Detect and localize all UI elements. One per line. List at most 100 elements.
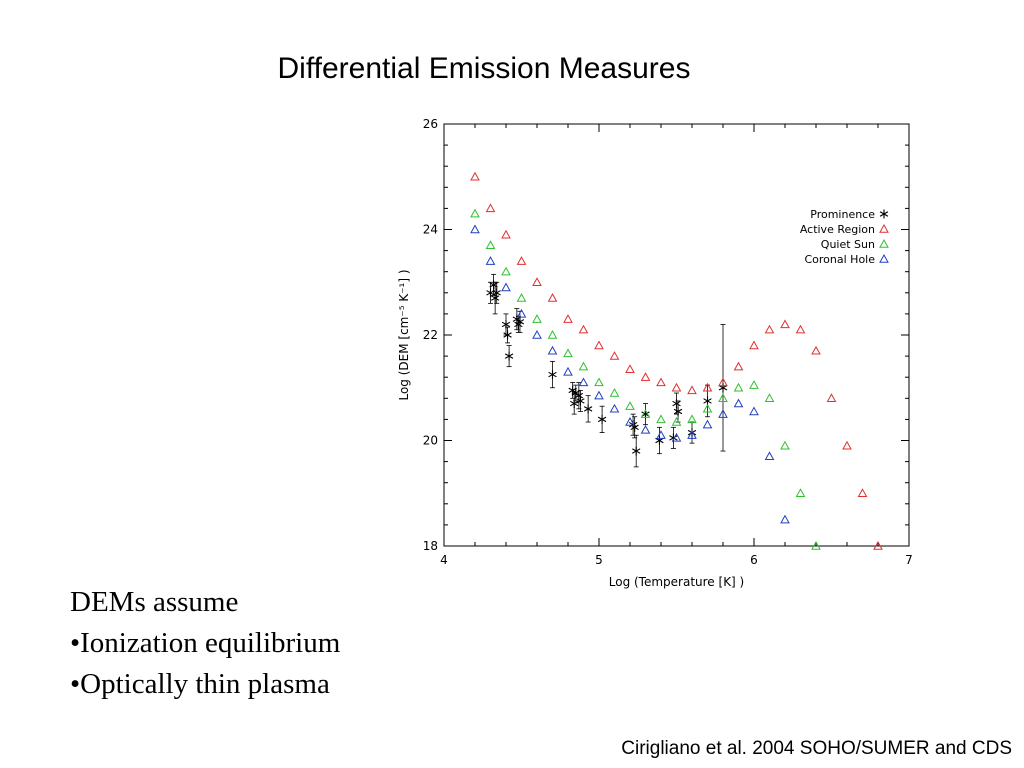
- series-quiet-sun: [470, 208, 821, 550]
- prominence-point: [687, 428, 697, 438]
- legend-marker: [879, 223, 889, 233]
- plot-frame: [443, 123, 910, 547]
- asterisk-stroke: [628, 421, 638, 428]
- series-active-region: [470, 171, 883, 550]
- data-point: [594, 377, 604, 387]
- data-point: [516, 293, 527, 302]
- x-axis-label: Log (Temperature [K] ): [609, 575, 745, 589]
- data-point: [795, 324, 806, 334]
- asterisk-stroke: [879, 211, 889, 217]
- prominence-point: [597, 414, 607, 424]
- x-tick-label: 5: [595, 553, 603, 567]
- data-point: [749, 406, 759, 416]
- prominence-point: [490, 293, 500, 303]
- data-point: [625, 364, 635, 373]
- data-point: [671, 432, 682, 442]
- prominence-point: [672, 399, 681, 409]
- x-tick-label: 7: [905, 553, 913, 567]
- data-point: [485, 240, 496, 250]
- asterisk-stroke: [515, 319, 525, 325]
- legend-marker: [879, 209, 889, 219]
- data-point: [780, 319, 790, 329]
- prominence-point: [576, 396, 585, 406]
- legend-label: Active Region: [800, 223, 875, 236]
- prominence-point: [718, 383, 728, 393]
- asterisk-stroke: [548, 371, 557, 378]
- data-point: [656, 430, 666, 439]
- data-point: [625, 417, 635, 426]
- prominence-point: [673, 406, 683, 416]
- data-point: [811, 540, 821, 550]
- data-point: [485, 256, 496, 265]
- data-point: [501, 229, 511, 239]
- assumptions-list: DEMs assume •Ionization equilibrium •Opt…: [70, 582, 340, 705]
- data-point: [470, 224, 480, 234]
- asterisk-stroke: [501, 321, 511, 328]
- data-point: [671, 382, 682, 392]
- data-point: [749, 340, 759, 350]
- asterisk-stroke: [489, 282, 498, 288]
- tick-labels: 4 5 6 7 18 20 22 24 26: [423, 117, 913, 567]
- asterisk-stroke: [673, 408, 683, 415]
- data-point: [749, 380, 759, 389]
- dem-chart: 4 5 6 7 18 20 22 24 26 Log (Temperature [K] ) Lo…: [397, 117, 913, 589]
- data-point: [842, 440, 852, 450]
- asterisk-stroke: [655, 437, 664, 444]
- data-point: [609, 403, 620, 413]
- asterisk-stroke: [632, 448, 641, 454]
- prominence-point: [632, 446, 641, 456]
- data-point: [718, 409, 728, 418]
- prominence-point: [492, 288, 501, 298]
- y-axis-label: Log (DEM [cm⁻⁵ K⁻¹] ): [397, 269, 411, 400]
- legend-label: Prominence: [810, 208, 875, 221]
- data-point: [501, 282, 511, 292]
- data-point: [516, 256, 527, 265]
- asterisk-stroke: [504, 353, 514, 359]
- bullet-item: •Optically thin plasma: [70, 668, 330, 700]
- data-point: [687, 430, 697, 439]
- chart-legend: Prominence Active Region Quiet Sun Coronal …: [800, 208, 889, 266]
- asterisk-stroke: [583, 406, 593, 412]
- asterisk-stroke: [669, 435, 678, 441]
- data-point: [594, 390, 604, 400]
- data-point: [687, 414, 697, 424]
- asterisk-stroke: [597, 416, 607, 423]
- prominence-point: [574, 391, 584, 401]
- data-point: [718, 393, 728, 402]
- prominence-point: [501, 319, 511, 329]
- data-point: [656, 414, 666, 424]
- data-point: [733, 361, 744, 371]
- asterisk-stroke: [630, 424, 639, 431]
- data-point: [656, 377, 666, 387]
- legend-label: Coronal Hole: [804, 253, 875, 266]
- asterisk-stroke: [574, 392, 584, 399]
- data-point: [702, 403, 713, 413]
- y-tick-label: 18: [423, 539, 438, 553]
- asterisk-stroke: [687, 429, 697, 436]
- data-point: [532, 277, 542, 286]
- data-point: [532, 314, 542, 323]
- asterisk-stroke: [490, 295, 500, 301]
- data-point: [718, 377, 728, 387]
- data-point: [873, 540, 883, 550]
- asterisk-stroke: [503, 332, 512, 338]
- data-point: [609, 351, 620, 360]
- data-point: [532, 329, 542, 339]
- data-point: [563, 366, 573, 376]
- prominence-point: [503, 330, 512, 340]
- data-point: [547, 345, 558, 355]
- data-point: [764, 324, 775, 334]
- prominence-point: [570, 399, 579, 409]
- data-point: [702, 419, 713, 429]
- data-point: [857, 488, 868, 497]
- data-point: [640, 409, 651, 418]
- data-point: [671, 417, 682, 426]
- legend-label: Quiet Sun: [821, 238, 875, 251]
- prominence-point: [515, 317, 525, 327]
- plot-border: [443, 123, 910, 547]
- data-point: [733, 398, 744, 408]
- data-point: [501, 266, 511, 276]
- data-point: [640, 424, 651, 434]
- data-point: [795, 488, 806, 497]
- slide-title: Differential Emission Measures: [277, 52, 691, 85]
